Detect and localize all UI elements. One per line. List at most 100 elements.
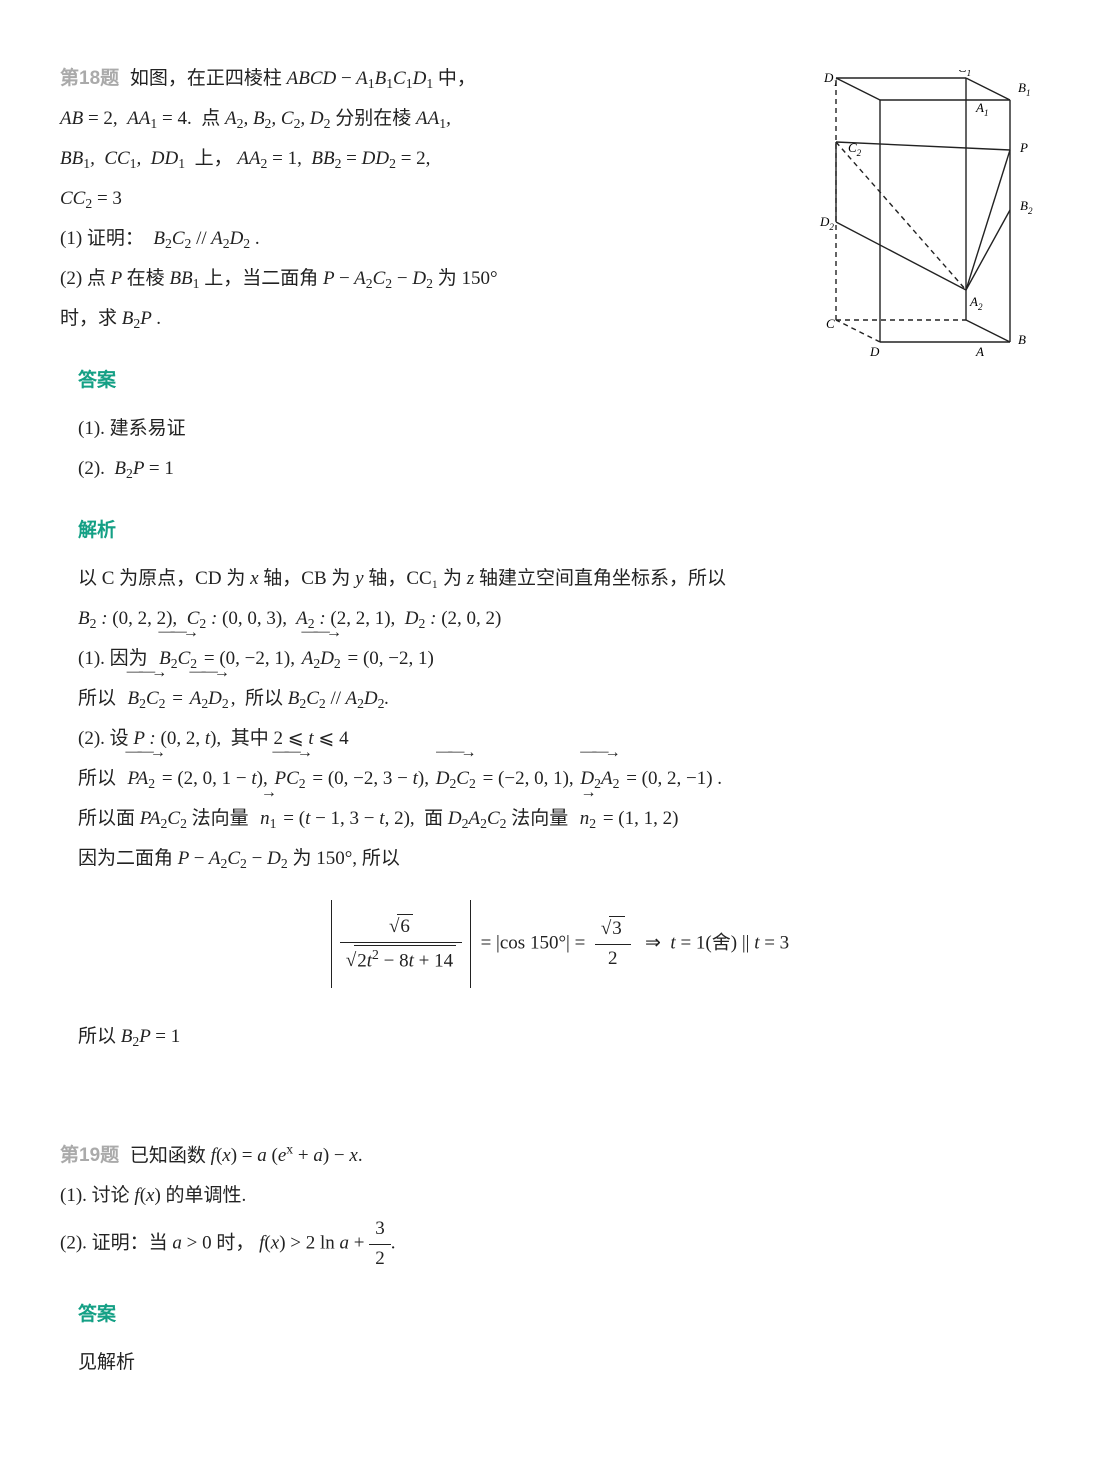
vector: PA2 [126,760,158,798]
math: B2 : (0, 2, 2), C2 : (0, 0, 3), A2 : (2,… [78,608,501,629]
vector: A2D2 [188,680,231,718]
text: 时，求 [60,308,117,329]
math: = (0, −2, 3 − t), [312,768,433,789]
vector: n1 [258,800,278,838]
display-equation: 6 2t2 − 8t + 14 = |cos 150°| = 3 2 ⇒ t =… [118,900,1002,988]
question-19: 第19题 已知函数 f(x) = a (ex + a) − x. (1). 讨论… [60,1136,1042,1382]
svg-text:A2: A2 [969,294,983,312]
math: 150° [461,268,497,289]
text: (2). 设 [78,728,129,749]
math: = (0, 2, −1) . [626,768,722,789]
math: PA2C2 [140,808,192,829]
math: y [355,568,363,589]
text: (1). 讨论 [60,1185,130,1206]
math: BB1 [169,268,204,289]
text: 所以 [78,1026,116,1047]
text: 上，当二面角 [204,268,318,289]
math: f(x) = a (ex + a) − x. [211,1145,363,1166]
eq-rhs-den: 2 [595,945,631,972]
text: 时， [216,1233,254,1254]
math: D2A2C2 [448,808,511,829]
analysis-heading: 解析 [78,512,1042,550]
text: 所以 [78,688,116,709]
q19-label: 第19题 [60,1145,119,1166]
math: x [250,568,258,589]
text: 所以 [362,848,400,869]
math: DD1 [151,148,185,169]
text: 以 C 为原点，CD 为 [78,568,245,589]
math: CC2 = 3 [60,188,122,209]
math: P − A2C2 − D2 [323,268,438,289]
math: P − A2C2 − D2 [178,848,293,869]
text: 的单调性. [166,1185,247,1206]
math: B2C2 // A2D2. [288,688,389,709]
answer-heading: 答案 [78,1296,1042,1334]
math: 150°, [316,848,362,869]
text: 为 [292,848,311,869]
svg-text:D: D [869,344,880,359]
math: B2P = 1 [121,1026,180,1047]
vector: D2C2 [434,760,478,798]
math: ⇒ t = 1(舍) || t = 3 [636,932,790,953]
math: f(x) > 2 ln a + [259,1233,369,1254]
math: B2C2 // A2D2 . [153,228,259,249]
text: 所以 [78,768,116,789]
math: B2P = 1 [114,458,173,479]
text: 点 [201,108,220,129]
math: AB = 2, [60,108,118,129]
text: . [391,1233,396,1254]
math: B2P . [122,308,161,329]
math: A2, B2, C2, D2 [225,108,335,129]
svg-text:D2: D2 [819,214,834,232]
q18-label: 第18题 [60,68,119,89]
text: 法向量 [192,808,249,829]
text: 中， [438,68,476,89]
text: (2) 点 [60,268,106,289]
math: a > 0 [172,1233,216,1254]
text: 分别在棱 [335,108,411,129]
math: CC1, [104,148,141,169]
svg-text:D1: D1 [823,70,838,88]
text: 面 [424,808,443,829]
math: f(x) [134,1185,165,1206]
q18-stem: 第18题 如图，在正四棱柱 ABCD − A1B1C1D1 中， AB = 2,… [60,60,690,338]
math: AA2 = 1, [237,148,302,169]
math: = (1, 1, 2) [603,808,679,829]
math: = (0, −2, 1) [348,648,434,669]
svg-text:A1: A1 [975,100,989,118]
text: 所以面 [78,808,135,829]
svg-text:B1: B1 [1018,80,1031,98]
text: 已知函数 [130,1145,206,1166]
math: = (−2, 0, 1), [483,768,579,789]
math: = [172,688,187,709]
svg-text:C: C [826,316,835,331]
text: 轴建立空间直角坐标系，所以 [479,568,726,589]
svg-text:A: A [975,344,984,359]
q18-analysis: 解析 以 C 为原点，CD 为 x 轴，CB 为 y 轴，CC₁ 为 z 轴建立… [78,512,1042,1056]
eq-num: 6 [397,914,413,940]
svg-text:C1: C1 [958,70,971,78]
svg-text:B: B [1018,332,1026,347]
eq-rhs-num: 3 [609,916,625,942]
text: 因为二面角 [78,848,173,869]
prism-diagram: D1C1B1A1DCBAC2PB2D2A2 [798,70,1058,384]
math: BB2 = DD2 = 2, [311,148,430,169]
text: 为 [438,268,457,289]
text: 所以 [245,688,283,709]
text: 轴，CC₁ 为 [368,568,462,589]
text: (2). [78,458,105,479]
text: (2). 证明：当 [60,1233,168,1254]
vector: B2C2 [126,680,168,718]
text: (1) 证明： [60,228,144,249]
math: AA1 = 4. [127,108,192,129]
vector: n2 [578,800,598,838]
answer-line: (1). 建系易证 [78,410,1042,448]
text: 其中 [231,728,269,749]
math: = (2, 0, 1 − t), [162,768,273,789]
math: P [111,268,127,289]
frac-den: 2 [369,1245,391,1272]
math: AA1, [416,108,451,129]
text: 上， [195,148,233,169]
frac-num: 3 [369,1217,391,1245]
svg-text:B2: B2 [1020,198,1033,216]
